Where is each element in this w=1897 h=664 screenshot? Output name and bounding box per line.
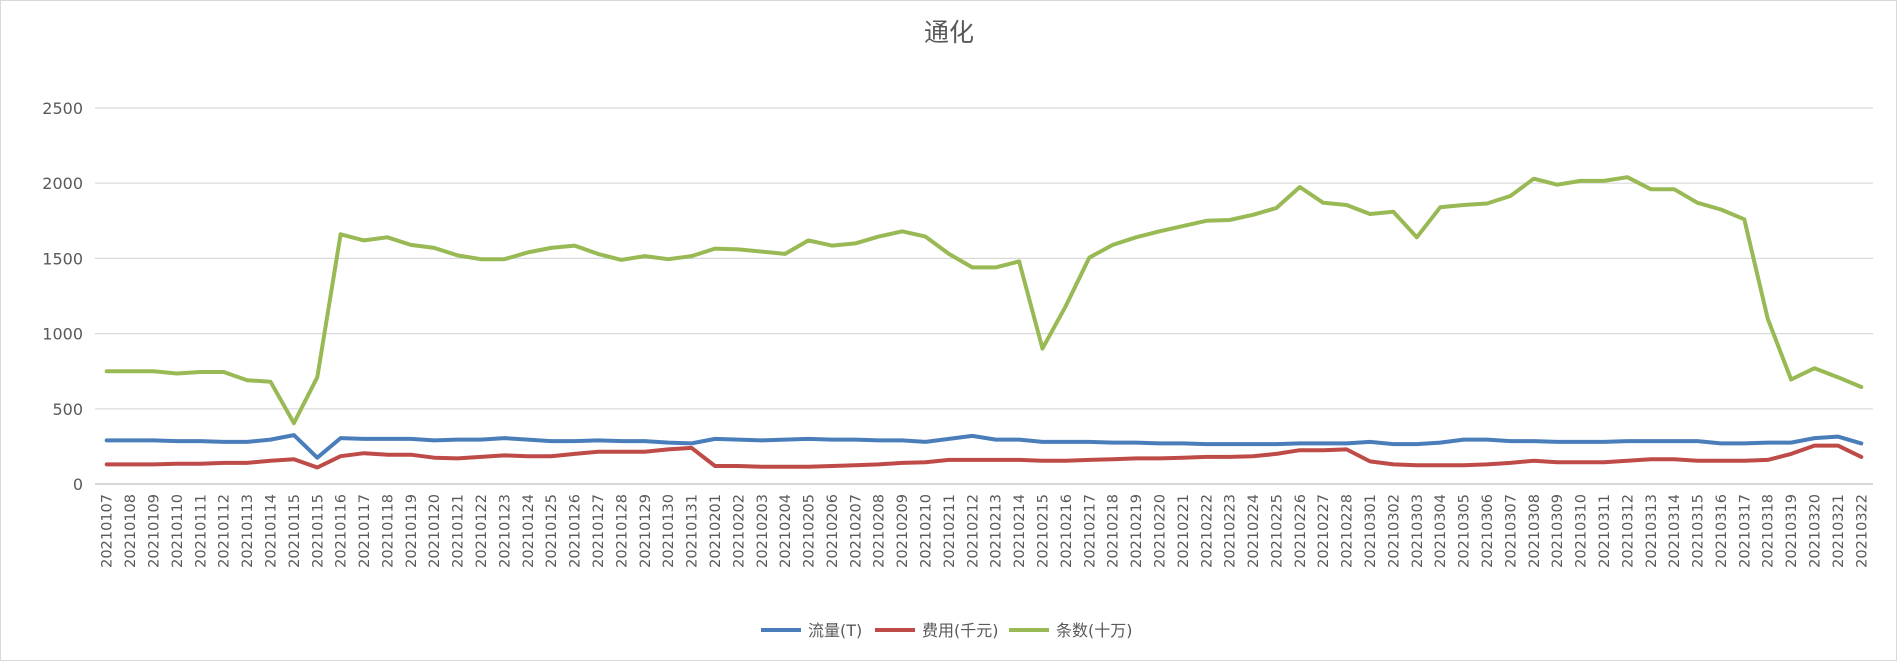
x-tick-label: 20210125 [544,494,560,568]
legend-label: 条数(十万) [1056,621,1133,640]
x-tick-label: 20210322 [1854,494,1870,568]
x-tick-label: 20210207 [848,494,864,568]
x-tick-label: 20210128 [614,494,630,568]
x-tick-label: 20210114 [263,494,279,568]
legend[interactable]: 流量(T) 费用(千元) 条数(十万) [761,621,1133,640]
x-tick-label: 20210224 [1246,494,1262,568]
x-tick-label: 20210317 [1737,494,1753,568]
x-tick-label: 20210123 [497,494,513,568]
x-tick-label: 20210228 [1340,494,1356,568]
y-tick-label: 500 [52,400,83,419]
gridlines [95,107,1873,485]
x-tick-label: 20210320 [1808,494,1824,568]
x-tick-label: 20210211 [942,494,958,568]
x-tick-label: 20210118 [380,494,396,568]
x-tick-label: 20210117 [357,494,373,568]
x-tick-label: 20210202 [731,494,747,568]
x-tick-label: 20210205 [802,494,818,568]
legend-label: 流量(T) [808,621,862,640]
x-tick-label: 20210204 [778,494,794,568]
x-tick-label: 20210314 [1667,494,1683,568]
chart-title: 通化 [924,18,974,47]
x-tick-label: 20210315 [1691,494,1707,568]
x-tick-label: 20210310 [1574,494,1590,568]
x-tick-label: 20210131 [685,494,701,568]
x-tick-label: 20210301 [1363,494,1379,568]
x-tick-label: 20210316 [1714,494,1730,568]
x-tick-label: 20210129 [638,494,654,568]
x-tick-label: 20210122 [474,494,490,568]
x-tick-label: 20210119 [404,494,420,568]
x-tick-label: 20210127 [591,494,607,568]
x-tick-label: 20210203 [755,494,771,568]
x-tick-label: 20210321 [1831,494,1847,568]
x-tick-label: 20210309 [1550,494,1566,568]
x-tick-label: 20210113 [240,494,256,568]
x-tick-label: 20210217 [1082,494,1098,568]
x-tick-label: 20210220 [1152,494,1168,568]
x-tick-label: 20210110 [170,494,186,568]
x-tick-label: 20210213 [989,494,1005,568]
y-axis: 0 500 1000 1500 2000 2500 [42,99,83,494]
y-tick-label: 1000 [42,325,83,344]
x-tick-label: 20210121 [451,494,467,568]
x-tick-label: 20210212 [965,494,981,568]
x-tick-label: 20210107 [100,494,116,568]
x-tick-label: 20210126 [568,494,584,568]
x-tick-label: 20210221 [1176,494,1192,568]
x-tick-label: 20210115 [287,494,303,568]
x-tick-label: 20210115 [310,494,326,568]
x-tick-label: 20210130 [661,494,677,568]
x-tick-label: 20210109 [146,494,162,568]
x-tick-label: 20210219 [1129,494,1145,568]
x-tick-label: 20210206 [825,494,841,568]
x-tick-label: 20210111 [193,494,209,568]
y-tick-label: 0 [73,475,83,494]
x-tick-label: 20210305 [1457,494,1473,568]
x-axis: 20210107 20210108 20210109 20210110 20210111… [100,494,1871,568]
x-tick-label: 20210222 [1199,494,1215,568]
x-tick-label: 20210215 [1035,494,1051,568]
x-tick-label: 20210120 [427,494,443,568]
x-tick-label: 20210311 [1597,494,1613,568]
x-tick-label: 20210227 [1316,494,1332,568]
y-tick-label: 2500 [42,99,83,118]
x-tick-label: 20210307 [1503,494,1519,568]
x-tick-label: 20210225 [1269,494,1285,568]
x-tick-label: 20210116 [334,494,350,568]
y-tick-label: 2000 [42,174,83,193]
legend-label: 费用(千元) [922,621,999,640]
x-tick-label: 20210318 [1761,494,1777,568]
x-tick-label: 20210312 [1620,494,1636,568]
x-tick-label: 20210208 [872,494,888,568]
y-tick-label: 1500 [42,249,83,268]
x-tick-label: 20210201 [708,494,724,568]
x-tick-label: 20210308 [1527,494,1543,568]
x-tick-label: 20210112 [217,494,233,568]
x-tick-label: 20210226 [1293,494,1309,568]
x-tick-label: 20210313 [1644,494,1660,568]
series-line-2 [104,443,1864,470]
x-tick-label: 20210108 [123,494,139,568]
x-tick-label: 20210214 [1012,494,1028,568]
x-tick-label: 20210319 [1784,494,1800,568]
x-tick-label: 20210218 [1106,494,1122,568]
x-tick-label: 20210306 [1480,494,1496,568]
x-tick-label: 20210124 [521,494,537,568]
x-tick-label: 20210223 [1223,494,1239,568]
x-tick-label: 20210302 [1386,494,1402,568]
x-tick-label: 20210209 [895,494,911,568]
x-tick-label: 20210304 [1433,494,1449,568]
x-tick-label: 20210210 [919,494,935,568]
series-line-3 [104,175,1864,426]
series-lines [104,175,1864,470]
x-tick-label: 20210216 [1059,494,1075,568]
series-line-1 [104,433,1864,460]
x-tick-label: 20210303 [1410,494,1426,568]
